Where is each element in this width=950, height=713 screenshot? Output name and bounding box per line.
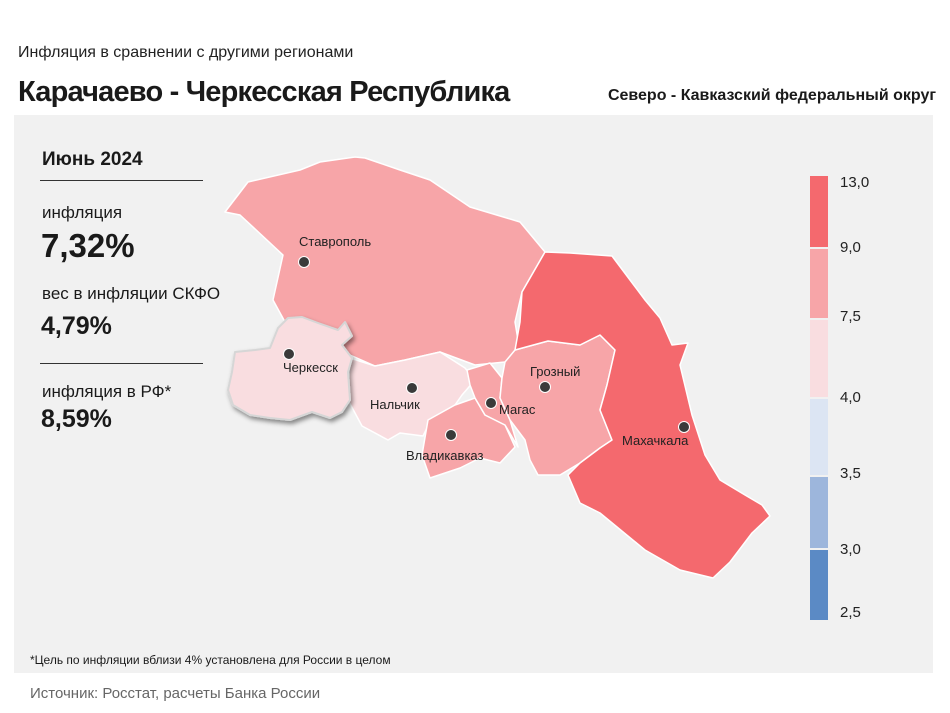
- city-marker-kbr: [406, 382, 418, 394]
- city-label-kchr: Черкесск: [283, 360, 338, 375]
- legend-band-2: [810, 320, 828, 397]
- city-marker-dagestan: [678, 421, 690, 433]
- city-marker-ingushetia: [485, 397, 497, 409]
- legend-band-0: [810, 176, 828, 247]
- city-marker-chechnya: [539, 381, 551, 393]
- divider-bottom: [40, 363, 203, 364]
- legend-tick-5: 3,0: [840, 541, 861, 558]
- region-dagestan: [514, 251, 771, 579]
- rf-inflation-label: инфляция в РФ*: [42, 382, 172, 401]
- legend-tick-1: 9,0: [840, 239, 861, 256]
- region-kchr: [227, 316, 353, 421]
- legend-tick-0: 13,0: [840, 174, 869, 191]
- weight-label: вес в инфляции СКФО: [42, 284, 221, 303]
- city-marker-kchr: [283, 348, 295, 360]
- legend-tick-6: 2,5: [840, 604, 861, 621]
- city-label-stavropol: Ставрополь: [299, 234, 371, 249]
- legend-tick-4: 3,5: [840, 465, 861, 482]
- legend-band-3: [810, 399, 828, 475]
- inflation-value: 7,32%: [41, 227, 135, 264]
- footnote: *Цель по инфляции вблизи 4% установлена …: [30, 653, 391, 667]
- inflation-label: инфляция: [42, 203, 123, 222]
- source-note: Источник: Росстат, расчеты Банка России: [30, 685, 321, 702]
- rf-inflation-value: 8,59%: [41, 405, 112, 433]
- chart-subtitle: Инфляция в сравнении с другими регионами: [18, 44, 354, 61]
- city-label-kbr: Нальчик: [370, 397, 420, 412]
- city-label-ingushetia: Магас: [499, 402, 536, 417]
- legend-band-4: [810, 477, 828, 548]
- period-label: Июнь 2024: [42, 149, 143, 170]
- weight-value: 4,79%: [41, 312, 112, 340]
- region-ossetia: [421, 397, 516, 479]
- legend-band-1: [810, 249, 828, 318]
- city-label-ossetia: Владикавказ: [406, 448, 484, 463]
- region-stavropol: [224, 156, 546, 367]
- city-label-dagestan: Махачкала: [622, 433, 689, 448]
- legend-band-5: [810, 550, 828, 620]
- page-title: Карачаево - Черкесская Республика: [18, 76, 510, 108]
- city-marker-ossetia: [445, 429, 457, 441]
- color-scale-legend: 13,0 9,0 7,5 4,0 3,5 3,0 2,5: [810, 174, 869, 621]
- divider-top: [40, 180, 203, 181]
- legend-tick-3: 4,0: [840, 389, 861, 406]
- city-label-chechnya: Грозный: [530, 364, 580, 379]
- city-marker-stavropol: [298, 256, 310, 268]
- legend-tick-2: 7,5: [840, 308, 861, 325]
- district-name: Северо - Кавказский федеральный округ: [607, 87, 936, 104]
